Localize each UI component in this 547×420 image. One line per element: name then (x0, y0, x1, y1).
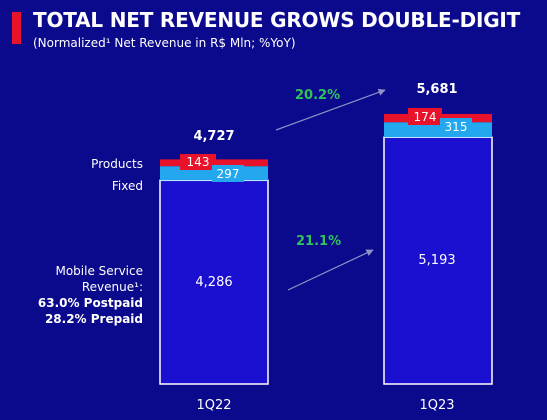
value-label-1q23-fixed: 315 (445, 120, 468, 134)
label-box-1q23-products (408, 108, 442, 125)
value-label-1q22-fixed: 297 (217, 167, 240, 181)
value-label-1q22-products: 143 (187, 155, 210, 169)
legend-label-mobile-line1: Mobile Service (55, 264, 143, 278)
bar-1q22-mobile (159, 179, 269, 385)
label-box-1q23-fixed (440, 118, 472, 135)
value-label-1q23-mobile: 5,193 (418, 253, 455, 268)
value-label-1q23-products: 174 (414, 110, 437, 124)
page-subtitle: (Normalized¹ Net Revenue in R$ Mln; %YoY… (33, 36, 296, 50)
label-box-1q22-fixed (212, 165, 244, 182)
growth-label-mobile: 21.1% (296, 234, 341, 249)
legend-label-products: Products (91, 157, 143, 171)
label-box-1q22-products (180, 154, 216, 170)
page-title: TOTAL NET REVENUE GROWS DOUBLE-DIGIT (33, 8, 521, 32)
category-label-1q23: 1Q23 (419, 398, 454, 413)
bar-1q23-mobile (383, 136, 493, 385)
growth-label-total: 20.2% (295, 88, 340, 103)
accent-bar (12, 12, 21, 44)
growth-arrow-total (275, 88, 386, 131)
legend-label-fixed: Fixed (112, 179, 143, 193)
growth-arrow-mobile (287, 249, 374, 291)
value-label-1q22-mobile: 4,286 (195, 275, 232, 290)
legend-label-mobile-line2: Revenue¹: (82, 280, 143, 294)
total-label-1q22: 4,727 (193, 129, 234, 144)
legend-note-postpaid: 63.0% Postpaid (38, 296, 143, 310)
total-label-1q23: 5,681 (416, 82, 457, 97)
legend-note-prepaid: 28.2% Prepaid (45, 312, 143, 326)
category-label-1q22: 1Q22 (196, 398, 231, 413)
